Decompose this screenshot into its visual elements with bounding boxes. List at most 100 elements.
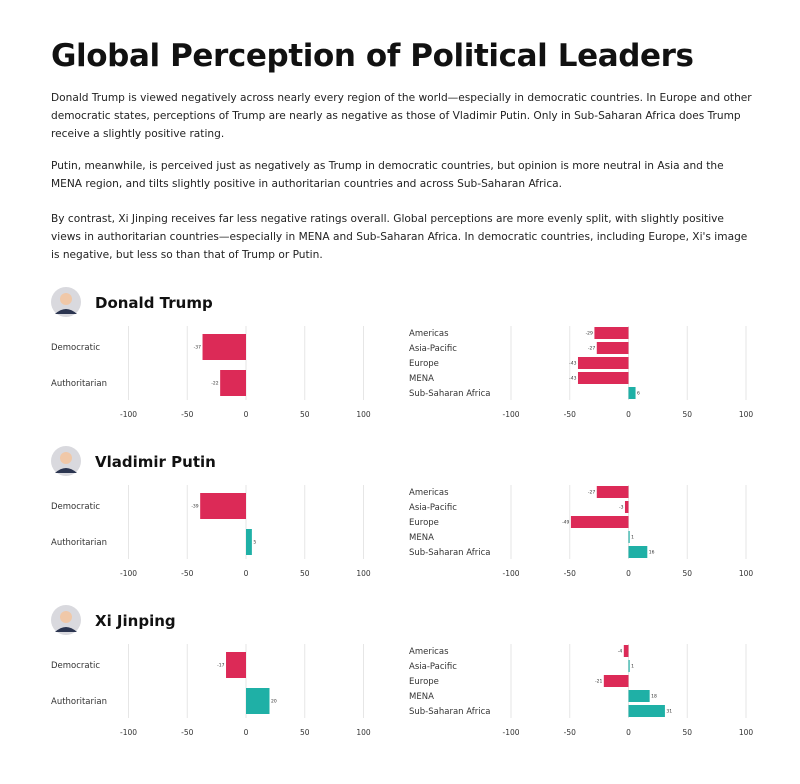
data-label: -22 (211, 381, 218, 387)
category-label: Asia-Pacific (409, 344, 457, 354)
bar-europe (577, 357, 629, 369)
data-label: 1 (631, 664, 634, 670)
region-chart-xi-jinping: -100 -50 0 50 100 Americas -4 Asia-Pacific 1 Euro… (409, 644, 753, 737)
category-label: Democratic (51, 343, 100, 353)
tick-label: 0 (626, 410, 631, 419)
tick-label: 100 (739, 569, 754, 578)
category-label: Sub-Saharan Africa (409, 707, 490, 717)
tick-label: -100 (502, 728, 519, 737)
category-label: Europe (409, 518, 439, 528)
bar-americas (596, 486, 629, 498)
data-label: -4 (618, 649, 623, 655)
bar-democratic (226, 652, 246, 678)
data-label: -27 (588, 346, 595, 352)
tick-label: -50 (181, 728, 193, 737)
category-label: Europe (409, 677, 439, 687)
bar-mena (628, 690, 650, 702)
data-label: 31 (666, 709, 672, 715)
category-label: Sub-Saharan Africa (409, 548, 490, 558)
data-label: -43 (569, 361, 576, 367)
bar-democratic (200, 493, 246, 519)
data-label: -43 (569, 376, 576, 382)
data-label: -29 (586, 331, 593, 337)
tick-label: -100 (502, 410, 519, 419)
tick-label: 0 (244, 410, 249, 419)
bar-democratic (202, 334, 246, 360)
tick-label: -50 (564, 569, 576, 578)
data-label: -27 (588, 490, 595, 496)
tick-label: 0 (244, 569, 249, 578)
category-label: Authoritarian (51, 697, 107, 707)
data-label: 16 (649, 550, 655, 556)
bar-mena (577, 372, 629, 384)
bar-americas (623, 645, 629, 657)
avatar-face-xi-jinping (60, 611, 72, 623)
data-label: 6 (637, 391, 640, 397)
intro-paragraph-trump: Donald Trump is viewed negatively across… (51, 92, 752, 140)
data-label: 1 (631, 535, 634, 541)
category-label: MENA (409, 374, 434, 384)
intro-paragraph-putin: Putin, meanwhile, is perceived just as n… (51, 160, 724, 190)
tick-label: -100 (120, 728, 137, 737)
region-chart-donald-trump: -100 -50 0 50 100 Americas -29 Asia-Pacific -27 E… (409, 326, 753, 419)
category-label: Democratic (51, 502, 100, 512)
data-label: -17 (217, 663, 224, 669)
avatar-suit-xi-jinping (55, 627, 77, 632)
bar-asia-pacific (596, 342, 629, 354)
tick-label: 50 (682, 569, 692, 578)
avatar-suit-donald-trump (55, 309, 77, 314)
category-label: MENA (409, 533, 434, 543)
avatar-face-vladimir-putin (60, 452, 72, 464)
data-label: -49 (562, 520, 569, 526)
bar-sub-saharan-africa (628, 546, 648, 558)
tick-label: 0 (626, 569, 631, 578)
regime-chart-xi-jinping: -100 -50 0 50 100 Democratic -17 Authoritarian 2… (51, 644, 371, 737)
category-label: Asia-Pacific (409, 503, 457, 513)
tick-label: 0 (626, 728, 631, 737)
bar-asia-pacific (628, 660, 630, 672)
category-label: Americas (409, 488, 449, 498)
category-label: Authoritarian (51, 379, 107, 389)
leader-name-vladimir-putin: Vladimir Putin (95, 453, 216, 471)
tick-label: -50 (564, 728, 576, 737)
category-label: Sub-Saharan Africa (409, 389, 490, 399)
bar-mena (628, 531, 630, 543)
data-label: 5 (253, 540, 256, 546)
tick-label: -100 (120, 569, 137, 578)
bar-authoritarian (246, 688, 270, 714)
bar-europe (570, 516, 629, 528)
intro-paragraph-xi: By contrast, Xi Jinping receives far les… (51, 213, 748, 261)
tick-label: -50 (181, 569, 193, 578)
bar-americas (594, 327, 629, 339)
tick-label: 50 (682, 410, 692, 419)
data-label: 18 (651, 694, 657, 700)
regime-chart-donald-trump: -100 -50 0 50 100 Democratic -37 Authoritarian -… (51, 326, 371, 419)
leader-name-xi-jinping: Xi Jinping (95, 612, 176, 630)
leader-name-donald-trump: Donald Trump (95, 294, 213, 312)
tick-label: 50 (682, 728, 692, 737)
data-label: -37 (194, 345, 201, 351)
data-label: -3 (619, 505, 624, 511)
bar-sub-saharan-africa (628, 705, 665, 717)
bar-authoritarian (246, 529, 252, 555)
category-label: Asia-Pacific (409, 662, 457, 672)
tick-label: 50 (300, 728, 310, 737)
bar-sub-saharan-africa (628, 387, 636, 399)
data-label: -21 (595, 679, 602, 685)
tick-label: 100 (739, 728, 754, 737)
category-label: MENA (409, 692, 434, 702)
avatar-suit-vladimir-putin (55, 468, 77, 473)
bar-europe (603, 675, 629, 687)
section-donald-trump: Donald Trump -100 -50 0 50 100 Democratic -37 Au… (51, 287, 753, 419)
tick-label: 0 (244, 728, 249, 737)
category-label: Europe (409, 359, 439, 369)
data-label: 20 (271, 699, 277, 705)
tick-label: 100 (356, 569, 371, 578)
tick-label: 50 (300, 410, 310, 419)
page-title: Global Perception of Political Leaders (51, 38, 694, 74)
tick-label: 50 (300, 569, 310, 578)
avatar-face-donald-trump (60, 293, 72, 305)
category-label: Americas (409, 647, 449, 657)
